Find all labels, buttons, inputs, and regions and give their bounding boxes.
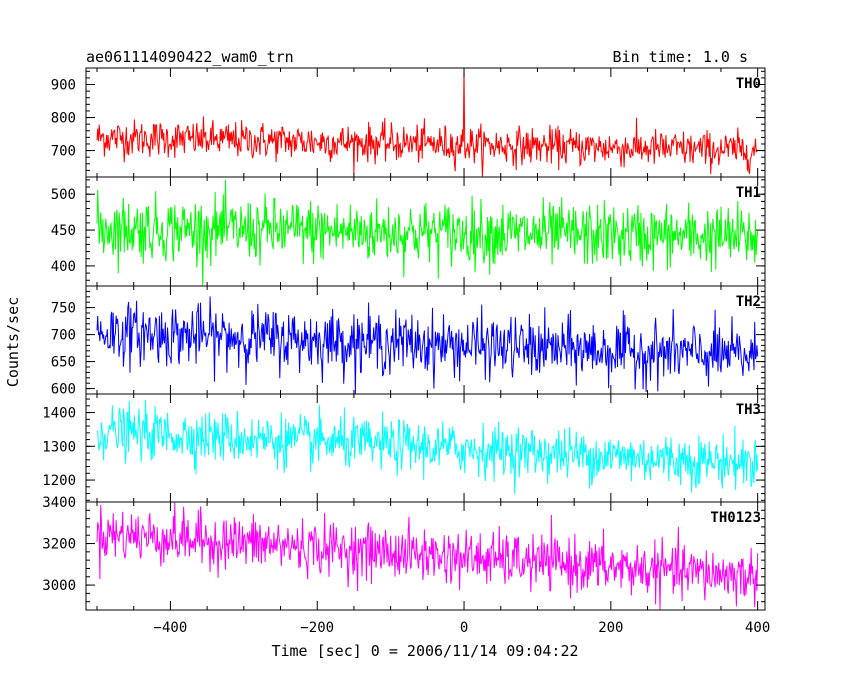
series-line-th0123 <box>96 502 759 610</box>
panel-th0: 700 800 900 TH0 <box>51 67 766 178</box>
x-tick-label: −200 <box>300 620 334 636</box>
y-tick-label: 900 <box>51 78 76 94</box>
x-tick-label: 200 <box>598 620 623 636</box>
y-tick-label: 3200 <box>42 537 76 553</box>
x-axis: −400 −200 0 200 400 <box>154 620 771 636</box>
y-tick-label: 700 <box>51 328 76 344</box>
series-line-th1 <box>96 179 759 286</box>
series-line-th0 <box>96 68 759 177</box>
series-line-th2 <box>96 296 759 394</box>
panel-frame <box>85 501 766 611</box>
y-tick-label: 1200 <box>42 473 76 489</box>
y-tick-label: 500 <box>51 187 76 203</box>
panel-label-th2: TH2 <box>736 294 761 310</box>
plot-source-title: ae061114090422_wam0_trn <box>86 48 294 66</box>
y-tick-label: 1400 <box>42 406 76 422</box>
x-tick-label: 400 <box>745 620 770 636</box>
y-tick-label: 800 <box>51 111 76 127</box>
x-axis-label: Time [sec] 0 = 2006/11/14 09:04:22 <box>271 642 578 660</box>
panel-label-th3: TH3 <box>736 402 761 418</box>
y-tick-label: 400 <box>51 259 76 275</box>
x-tick-label: −400 <box>154 620 188 636</box>
y-tick-label: 750 <box>51 301 76 317</box>
panel-th2: 600 650 700 750 TH2 <box>51 285 766 398</box>
y-tick-label: 450 <box>51 223 76 239</box>
panel-label-th1: TH1 <box>736 185 761 201</box>
y-tick-label: 1300 <box>42 439 76 455</box>
x-tick-label: 0 <box>460 620 468 636</box>
panel-th0123: 3000 3200 3400 TH0123 <box>42 495 766 611</box>
panel-th1: 400 450 500 TH1 <box>51 176 766 287</box>
y-tick-label: 600 <box>51 382 76 398</box>
y-tick-label: 700 <box>51 144 76 160</box>
y-tick-label: 650 <box>51 355 76 371</box>
panel-label-th0123: TH0123 <box>710 510 761 526</box>
panels-group: 700 800 900 TH0 400 450 500 TH1 600 650 700 750 TH2 1… <box>42 67 766 611</box>
bin-time-label: Bin time: 1.0 s <box>613 48 748 66</box>
y-tick-label: 3400 <box>42 495 76 511</box>
panel-th3: 1200 1300 1400 TH3 <box>42 393 766 503</box>
panel-label-th0: TH0 <box>736 76 761 92</box>
y-axis-label: Counts/sec <box>4 297 22 387</box>
panel-frame <box>85 67 766 178</box>
series-line-th3 <box>96 399 759 495</box>
y-tick-label: 3000 <box>42 578 76 594</box>
